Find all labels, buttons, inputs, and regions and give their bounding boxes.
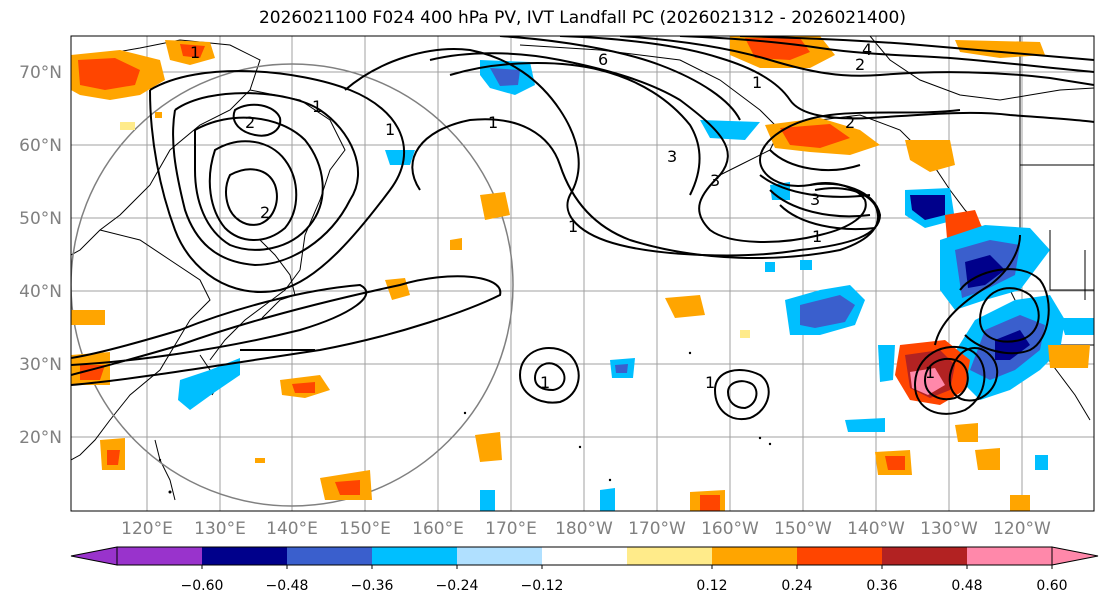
lon-label: 170°W xyxy=(628,519,686,539)
contour-label: 1 xyxy=(488,113,498,132)
longitude-labels: 120°E 130°E 140°E 150°E 160°E 170°E 180°W 170°W… xyxy=(121,519,1051,539)
contour-label: 1 xyxy=(568,217,578,236)
lon-label: 150°E xyxy=(339,519,391,539)
colorbar-segment xyxy=(542,547,627,565)
colorbar-extend-high xyxy=(1051,546,1099,566)
colorbar-tick-label: −0.24 xyxy=(436,578,479,594)
colorbar-tick-label: 0.12 xyxy=(696,578,727,594)
colorbar-segment xyxy=(797,547,882,565)
lon-label: 160°E xyxy=(412,519,464,539)
contour-label: 3 xyxy=(710,171,720,190)
contour-label: 6 xyxy=(598,50,608,69)
contour-label: 2 xyxy=(260,203,270,222)
contour-label: 1 xyxy=(540,373,550,392)
colorbar-segment xyxy=(712,547,797,565)
contour-label: 1 xyxy=(385,120,395,139)
contour-label: 1 xyxy=(752,73,762,92)
contour-label: 1 xyxy=(812,227,822,246)
lat-label-70n: 70°N xyxy=(19,63,62,83)
colorbar-tick-label: 0.24 xyxy=(781,578,812,594)
lon-label: 120°W xyxy=(993,519,1051,539)
lat-label-30n: 30°N xyxy=(19,355,62,375)
colorbar-tick-label: −0.12 xyxy=(521,578,564,594)
lon-label: 120°E xyxy=(121,519,173,539)
colorbar-segment xyxy=(967,547,1052,565)
colorbar-tick-label: 0.60 xyxy=(1036,578,1067,594)
lon-label: 130°W xyxy=(920,519,978,539)
contour-label: 1 xyxy=(705,373,715,392)
lat-label-50n: 50°N xyxy=(19,209,62,229)
great-circle-radius xyxy=(71,63,514,507)
colorbar-tick-label: −0.36 xyxy=(351,578,394,594)
colorbar-tick-label: 0.36 xyxy=(866,578,897,594)
lon-label: 140°E xyxy=(266,519,318,539)
lon-label: 130°E xyxy=(194,519,246,539)
contour-label: 3 xyxy=(810,190,820,209)
contour-label: 1 xyxy=(925,363,935,382)
colorbar-segment xyxy=(117,547,202,565)
islands xyxy=(158,351,772,494)
colorbar-tick-label: 0.48 xyxy=(951,578,982,594)
lon-label: 180°W xyxy=(555,519,613,539)
contour-label: 1 xyxy=(190,43,200,62)
map-title: 2026021100 F024 400 hPa PV, IVT Landfall… xyxy=(258,8,906,28)
colorbar-segment xyxy=(457,547,542,565)
lon-label: 150°W xyxy=(774,519,832,539)
lon-label: 160°W xyxy=(701,519,759,539)
contour-labels: 6 4 2 1 2 1 1 2 1 1 2 1 3 1 3 3 1 1 1 xyxy=(190,40,935,392)
colorbar-ticks: −0.60 −0.48 −0.36 −0.24 −0.12 0.12 0.24 0.36 0.4… xyxy=(181,565,1068,594)
colorbar xyxy=(70,546,1099,566)
colorbar-segment xyxy=(372,547,457,565)
map-frame xyxy=(70,35,1095,512)
colorbar-frame xyxy=(116,546,1053,566)
colorbar-segment xyxy=(202,547,287,565)
colorbar-tick-label: −0.60 xyxy=(181,578,224,594)
colorbar-extend-low xyxy=(70,546,118,566)
lat-label-40n: 40°N xyxy=(19,282,62,302)
contour-label: 4 xyxy=(862,40,872,59)
colorbar-segment xyxy=(882,547,967,565)
pv-contours xyxy=(71,36,1094,421)
latitude-labels: 70°N 60°N 50°N 40°N 30°N 20°N xyxy=(19,63,62,448)
colorbar-segment xyxy=(627,547,712,565)
colorbar-tick-label: −0.48 xyxy=(266,578,309,594)
colorbar-segment xyxy=(287,547,372,565)
contour-label: 1 xyxy=(312,97,322,116)
contour-label: 2 xyxy=(245,113,255,132)
lat-label-20n: 20°N xyxy=(19,428,62,448)
lon-label: 170°E xyxy=(485,519,537,539)
contour-label: 2 xyxy=(855,55,865,74)
contour-label: 2 xyxy=(845,113,855,132)
contour-label: 3 xyxy=(667,147,677,166)
lon-label: 140°W xyxy=(847,519,905,539)
lat-label-60n: 60°N xyxy=(19,136,62,156)
